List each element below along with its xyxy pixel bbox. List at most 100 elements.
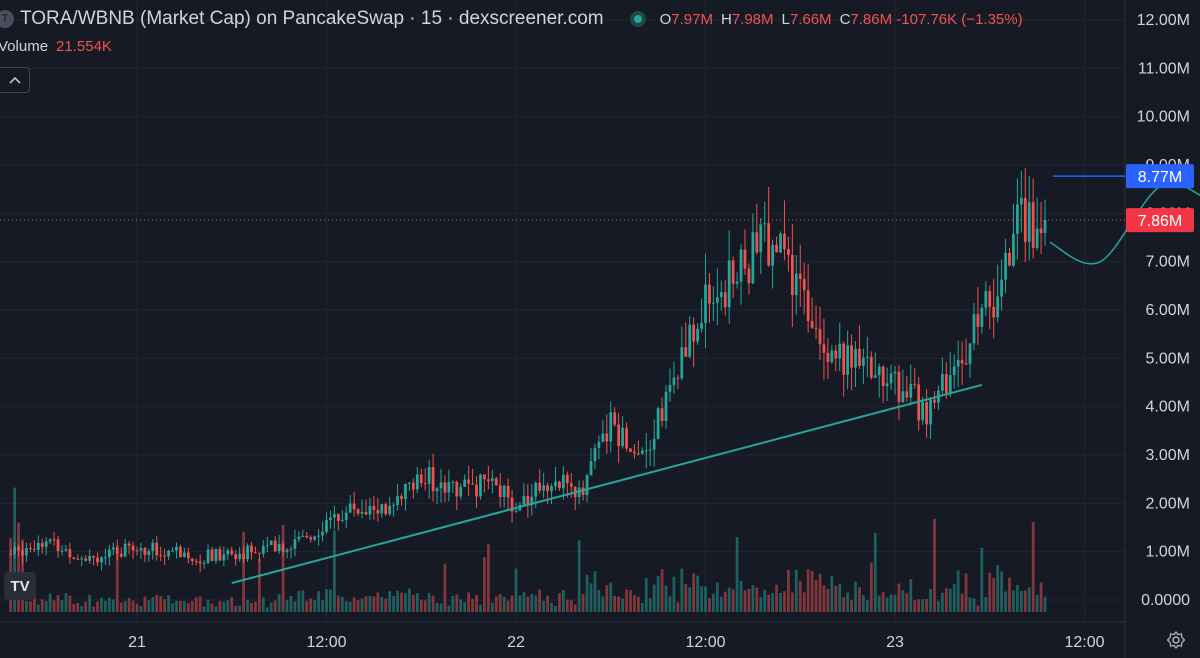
price-label-box [1126, 164, 1194, 189]
candle-body [502, 485, 506, 498]
volume-bar [356, 599, 360, 612]
volume-bar [218, 600, 222, 612]
volume-bar [944, 588, 948, 612]
volume-bar [893, 594, 897, 612]
volume-bar [471, 598, 474, 612]
candle-body [1023, 197, 1027, 242]
candle-body [447, 482, 451, 493]
volume-bar [510, 595, 514, 612]
volume-bar [589, 583, 593, 612]
volume-bar [834, 586, 838, 612]
candle-body [119, 553, 123, 557]
volume-bar [135, 603, 139, 612]
candle-body [467, 479, 470, 484]
candle-body [459, 486, 463, 497]
candle-body [265, 544, 269, 546]
volume-bar [708, 598, 711, 612]
volume-bar [862, 595, 865, 612]
candle-body [352, 503, 356, 510]
candle-body [317, 535, 320, 537]
candle-body [498, 485, 502, 498]
ohlc-close-value: 7.86M -107.76K (−1.35%) [850, 10, 1023, 28]
volume-bar [577, 540, 581, 612]
volume-bar [502, 597, 506, 612]
candle-body [735, 281, 739, 284]
candle-body [194, 560, 198, 562]
volume-bar [1023, 590, 1027, 612]
volume-bar [305, 600, 309, 612]
volume-bar [25, 601, 28, 612]
candle-body [376, 509, 380, 514]
volume-label: Volume [0, 38, 49, 55]
candle-body [692, 324, 696, 342]
chevron-up-icon [8, 76, 21, 84]
candle-body [562, 474, 565, 489]
volume-bar [175, 600, 178, 612]
candle-body [794, 273, 798, 296]
volume-bar [522, 592, 526, 612]
volume-bar [984, 596, 988, 612]
volume-bar [352, 597, 356, 612]
volume-bar [909, 579, 913, 612]
y-tick-label: 3.00M [1146, 447, 1190, 464]
candle-body [822, 344, 826, 353]
volume-bar [656, 576, 660, 612]
candle-body [696, 328, 699, 342]
volume-bar [159, 596, 163, 612]
candle-body [798, 273, 802, 280]
volume-bar [676, 602, 680, 612]
candle-body [901, 391, 905, 402]
candle-body [206, 549, 210, 563]
volume-bar [309, 598, 313, 612]
candle-body [483, 474, 486, 480]
candle-body [826, 352, 830, 362]
volume-bar [333, 530, 336, 612]
trend-line [231, 383, 983, 585]
chart-settings-button[interactable] [1166, 630, 1186, 650]
volume-bar [340, 596, 344, 612]
candle-body [672, 377, 676, 386]
volume-bar [964, 573, 968, 612]
candle-body [593, 447, 597, 462]
volume-bar [183, 601, 186, 612]
candle-body [514, 510, 518, 512]
volume-legend: Volume 21.554K [0, 38, 112, 55]
volume-bar [396, 590, 399, 612]
volume-bar [688, 587, 692, 612]
volume-bar [1027, 587, 1031, 612]
volume-bar [960, 593, 964, 612]
collapse-legend-button[interactable] [0, 67, 30, 93]
volume-bar [1000, 571, 1003, 612]
volume-bar [660, 569, 664, 612]
volume-bar [214, 606, 218, 612]
candle-body [309, 537, 313, 540]
candle-body [321, 531, 324, 536]
projection-curve [1049, 181, 1200, 265]
volume-bar [775, 584, 778, 612]
candle-body [554, 481, 557, 487]
volume-bar [621, 598, 624, 612]
candle-body [648, 449, 652, 451]
volume-bar [234, 605, 238, 612]
candle-body [1035, 228, 1039, 248]
volume-bar [842, 597, 846, 612]
candle-body [565, 474, 569, 484]
volume-bar [76, 602, 80, 612]
candle-body [546, 485, 549, 492]
volume-bar [258, 558, 261, 612]
volume-bar [952, 583, 956, 612]
candle-body [790, 254, 794, 296]
candle-body [858, 348, 861, 366]
candle-body [834, 350, 838, 359]
candle-body [893, 371, 897, 374]
candle-body [644, 450, 648, 452]
volume-bar [360, 598, 364, 612]
volume-bar [640, 602, 644, 612]
candle-body [771, 244, 774, 266]
ohlc-values: O 7.97M H 7.98M L 7.66M C 7.86M -107.76K (−1… [660, 11, 1023, 28]
volume-bar [731, 589, 735, 612]
candle-body [605, 433, 609, 442]
volume-bar [506, 600, 510, 612]
volume-bar [289, 595, 293, 612]
